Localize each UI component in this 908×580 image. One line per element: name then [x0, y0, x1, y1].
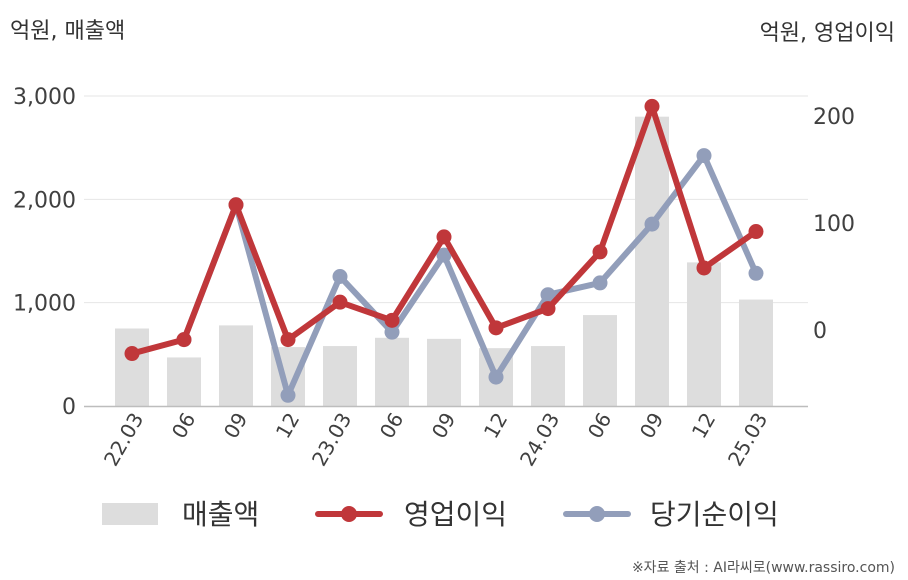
left-tick-label: 2,000	[13, 188, 76, 213]
right-unit-label: 억원, 영업이익	[760, 21, 895, 46]
source-note: ※자료 출처 : AI라씨로(www.rassiro.com)	[632, 560, 895, 576]
data-point	[280, 387, 296, 403]
bar	[531, 346, 565, 406]
left-tick-label: 0	[62, 395, 76, 420]
left-unit-label: 억원, 매출액	[10, 19, 125, 44]
x-tick-label: 25.03	[723, 409, 772, 471]
x-tick-label: 24.03	[515, 409, 564, 471]
data-point	[540, 301, 556, 317]
data-point	[280, 332, 296, 348]
data-point	[592, 275, 608, 291]
left-axis-ticks: 0 1,000 2,000 3,000	[13, 85, 76, 420]
data-point	[436, 247, 452, 263]
x-tick-label: 12	[271, 409, 305, 443]
bar	[219, 325, 253, 406]
data-point	[696, 148, 712, 164]
data-point	[124, 346, 140, 362]
x-tick-label: 23.03	[307, 409, 356, 471]
data-point	[228, 197, 244, 213]
x-tick-label: 09	[427, 409, 461, 443]
legend: 매출액 영업이익 당기순이익	[102, 498, 779, 531]
x-tick-label: 09	[219, 409, 253, 443]
series-line	[181, 152, 759, 399]
data-point	[748, 224, 764, 240]
x-tick-label: 06	[583, 409, 617, 443]
left-tick-label: 3,000	[13, 85, 76, 110]
x-tick-label: 09	[635, 409, 669, 443]
x-tick-label: 12	[479, 409, 513, 443]
bar	[687, 262, 721, 406]
data-point	[488, 369, 504, 385]
bar	[167, 357, 201, 406]
legend-label: 영업이익	[404, 498, 507, 531]
data-point	[592, 244, 608, 260]
right-tick-label: 200	[813, 105, 855, 130]
data-point	[384, 312, 400, 328]
legend-swatch-marker	[589, 506, 605, 522]
x-tick-label: 12	[687, 409, 721, 443]
legend-label: 매출액	[182, 498, 259, 531]
legend-swatch-marker	[341, 506, 357, 522]
data-point	[488, 320, 504, 336]
bar	[635, 116, 669, 407]
bar	[375, 337, 409, 406]
bar	[427, 338, 461, 406]
data-point	[644, 98, 660, 114]
data-point	[176, 332, 192, 348]
x-axis-ticks: 22.03 06 09 12 23.03 06 09 12 24.03 06 09 12 25.03	[99, 409, 772, 471]
data-point	[644, 216, 660, 232]
bar	[583, 315, 617, 406]
bar	[323, 346, 357, 406]
right-tick-label: 0	[813, 319, 827, 344]
data-point	[436, 229, 452, 245]
data-point	[332, 269, 348, 284]
data-point	[384, 324, 400, 340]
line-series	[124, 98, 764, 403]
bar	[739, 299, 773, 406]
legend-swatch-bar	[102, 503, 158, 525]
data-point	[332, 294, 348, 310]
data-point	[696, 260, 712, 276]
legend-label: 당기순이익	[650, 498, 779, 531]
data-point	[748, 265, 764, 281]
x-tick-label: 06	[375, 409, 409, 443]
x-tick-label: 22.03	[99, 409, 148, 471]
right-tick-label: 100	[813, 212, 855, 237]
left-tick-label: 1,000	[13, 292, 76, 317]
bar	[115, 328, 149, 406]
data-point	[540, 287, 556, 303]
right-axis-ticks: 0 100 200	[813, 105, 855, 344]
x-tick-label: 06	[167, 409, 201, 443]
